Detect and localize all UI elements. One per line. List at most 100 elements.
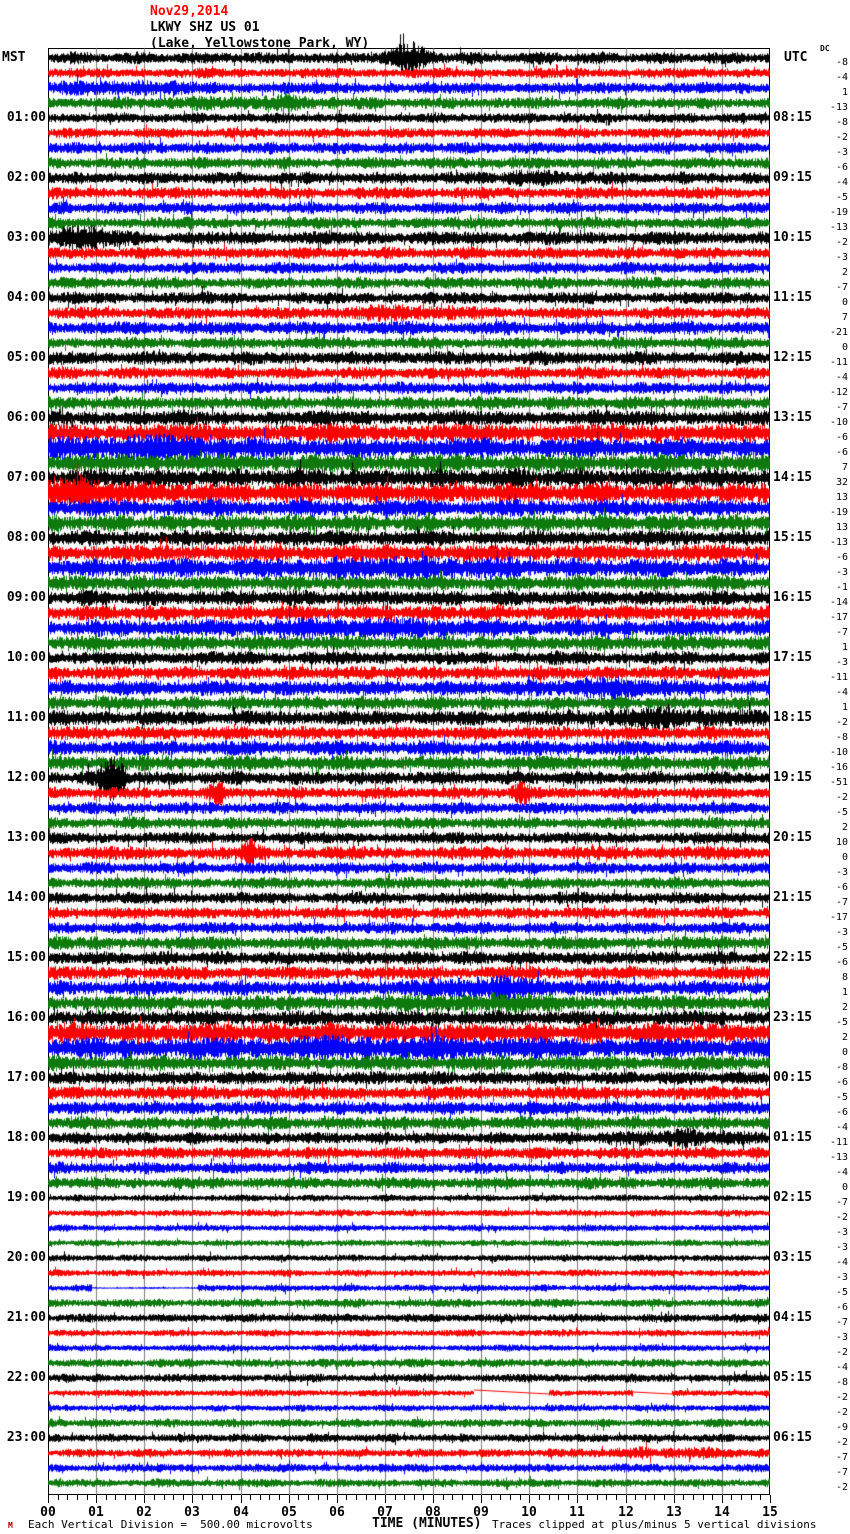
major-tick (770, 1495, 771, 1503)
dc-offset-value: 2 (841, 1032, 848, 1043)
dc-offset-value: -8 (835, 1062, 848, 1073)
major-tick (577, 1495, 578, 1503)
dc-offset-value: -7 (835, 1317, 848, 1328)
minor-tick (87, 1495, 88, 1500)
dc-offset-value: -19 (829, 507, 848, 518)
dc-offset-value: 10 (835, 837, 848, 848)
utc-hour-label: 20:15 (773, 830, 813, 845)
dc-offset-value: -12 (829, 387, 848, 398)
dc-offset-value: -17 (829, 612, 848, 623)
dc-offset-value: -2 (835, 237, 848, 248)
dc-offset-value: -4 (835, 1167, 848, 1178)
dc-offset-value: -6 (835, 162, 848, 173)
dc-offset-value: -17 (829, 912, 848, 923)
minor-tick (741, 1495, 742, 1500)
mst-hour-label: 15:00 (6, 950, 46, 965)
minor-tick (549, 1495, 550, 1500)
minor-tick (712, 1495, 713, 1500)
minor-tick (520, 1495, 521, 1500)
dc-offset-value: -5 (835, 1092, 848, 1103)
major-tick (337, 1495, 338, 1503)
dc-offset-value: -5 (835, 1287, 848, 1298)
major-tick (529, 1495, 530, 1503)
minor-tick (327, 1495, 328, 1500)
dc-offset-value: -2 (835, 1407, 848, 1418)
dc-offset-value: -2 (835, 1212, 848, 1223)
dc-offset-value: 1 (841, 87, 848, 98)
minor-tick (664, 1495, 665, 1500)
minor-tick (202, 1495, 203, 1500)
minor-tick (606, 1495, 607, 1500)
dc-offset-value: -11 (829, 672, 848, 683)
dc-offset-value: -11 (829, 1137, 848, 1148)
utc-hour-label: 01:15 (773, 1130, 813, 1145)
dc-offset-value: 8 (841, 972, 848, 983)
minor-tick (462, 1495, 463, 1500)
major-tick (48, 1495, 49, 1503)
minor-tick (164, 1495, 165, 1500)
utc-hour-label: 02:15 (773, 1190, 813, 1205)
mst-hour-label: 09:00 (6, 590, 46, 605)
minor-tick (404, 1495, 405, 1500)
dc-offset-value: 0 (841, 1047, 848, 1058)
minor-tick (125, 1495, 126, 1500)
minor-tick (452, 1495, 453, 1500)
mst-hour-label: 23:00 (6, 1430, 46, 1445)
dc-offset-value: -4 (835, 1257, 848, 1268)
dc-offset-value: -8 (835, 57, 848, 68)
minor-tick (491, 1495, 492, 1500)
minor-tick (183, 1495, 184, 1500)
minor-tick (231, 1495, 232, 1500)
utc-hour-label: 22:15 (773, 950, 813, 965)
dc-offset-value: -5 (835, 192, 848, 203)
time-axis-tick-label: 10 (521, 1505, 537, 1520)
major-tick (626, 1495, 627, 1503)
minor-tick (510, 1495, 511, 1500)
mst-hour-label: 10:00 (6, 650, 46, 665)
major-tick (289, 1495, 290, 1503)
minor-tick (115, 1495, 116, 1500)
dc-offset-value: -7 (835, 282, 848, 293)
dc-offset-value: -2 (835, 792, 848, 803)
minor-tick (751, 1495, 752, 1500)
utc-hour-label: 08:15 (773, 110, 813, 125)
dc-offset-value: 1 (841, 702, 848, 713)
dc-offset-value: -6 (835, 1107, 848, 1118)
dc-offset-value: -21 (829, 327, 848, 338)
scale-note: Each Vertical Division = 500.00 microvol… (28, 1518, 313, 1531)
record-date: Nov29,2014 (150, 4, 229, 19)
dc-offset-value: -10 (829, 747, 848, 758)
utc-hour-label: 00:15 (773, 1070, 813, 1085)
mst-hour-label: 22:00 (6, 1370, 46, 1385)
minor-tick (693, 1495, 694, 1500)
mst-hour-label: 11:00 (6, 710, 46, 725)
dc-offset-value: 0 (841, 342, 848, 353)
utc-hour-label: 11:15 (773, 290, 813, 305)
minor-tick (308, 1495, 309, 1500)
mst-hour-label: 12:00 (6, 770, 46, 785)
mst-hour-label: 05:00 (6, 350, 46, 365)
dc-offset-value: -13 (829, 537, 848, 548)
time-axis-tick-label: 05 (281, 1505, 297, 1520)
minor-tick (346, 1495, 347, 1500)
time-axis-tick-label: 01 (88, 1505, 104, 1520)
dc-offset-value: -3 (835, 252, 848, 263)
mst-hour-label: 13:00 (6, 830, 46, 845)
dc-offset-value: 0 (841, 852, 848, 863)
trace-canvas (48, 28, 770, 1515)
dc-offset-value: -3 (835, 927, 848, 938)
mst-hour-label: 07:00 (6, 470, 46, 485)
minor-tick (250, 1495, 251, 1500)
major-tick (144, 1495, 145, 1503)
dc-offset-value: -7 (835, 402, 848, 413)
minor-tick (260, 1495, 261, 1500)
minor-tick (356, 1495, 357, 1500)
dc-offset-value: -3 (835, 1242, 848, 1253)
minor-tick (587, 1495, 588, 1500)
dc-offset-value: -10 (829, 417, 848, 428)
time-axis-tick-label: 09 (473, 1505, 489, 1520)
mst-hour-label: 18:00 (6, 1130, 46, 1145)
mst-hour-label: 17:00 (6, 1070, 46, 1085)
dc-offset-value: -11 (829, 357, 848, 368)
